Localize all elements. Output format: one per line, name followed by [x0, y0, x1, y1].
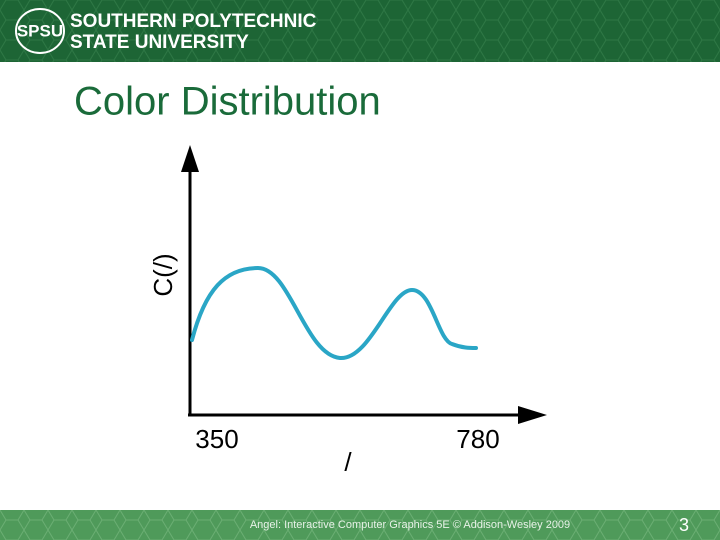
logo: SPSU [17, 21, 63, 40]
distribution-curve [190, 265, 478, 361]
header-line2: STATE UNIVERSITY [70, 32, 249, 53]
x-end-label: 780 [456, 424, 499, 454]
x-arrow [518, 406, 547, 424]
x-start-label: 350 [195, 424, 238, 454]
y-axis-label: C(/) [148, 253, 178, 296]
slide-title: Color Distribution [74, 80, 381, 124]
y-arrow [181, 145, 199, 172]
header-line1: SOUTHERN POLYTECHNIC [70, 11, 317, 32]
footer-credit: Angel: Interactive Computer Graphics 5E … [250, 519, 570, 531]
header-pattern [0, 0, 720, 62]
page-number: 3 [679, 515, 689, 535]
footer-pattern [0, 510, 720, 540]
x-axis-label: / [344, 447, 352, 477]
logo-ring [15, 8, 65, 54]
